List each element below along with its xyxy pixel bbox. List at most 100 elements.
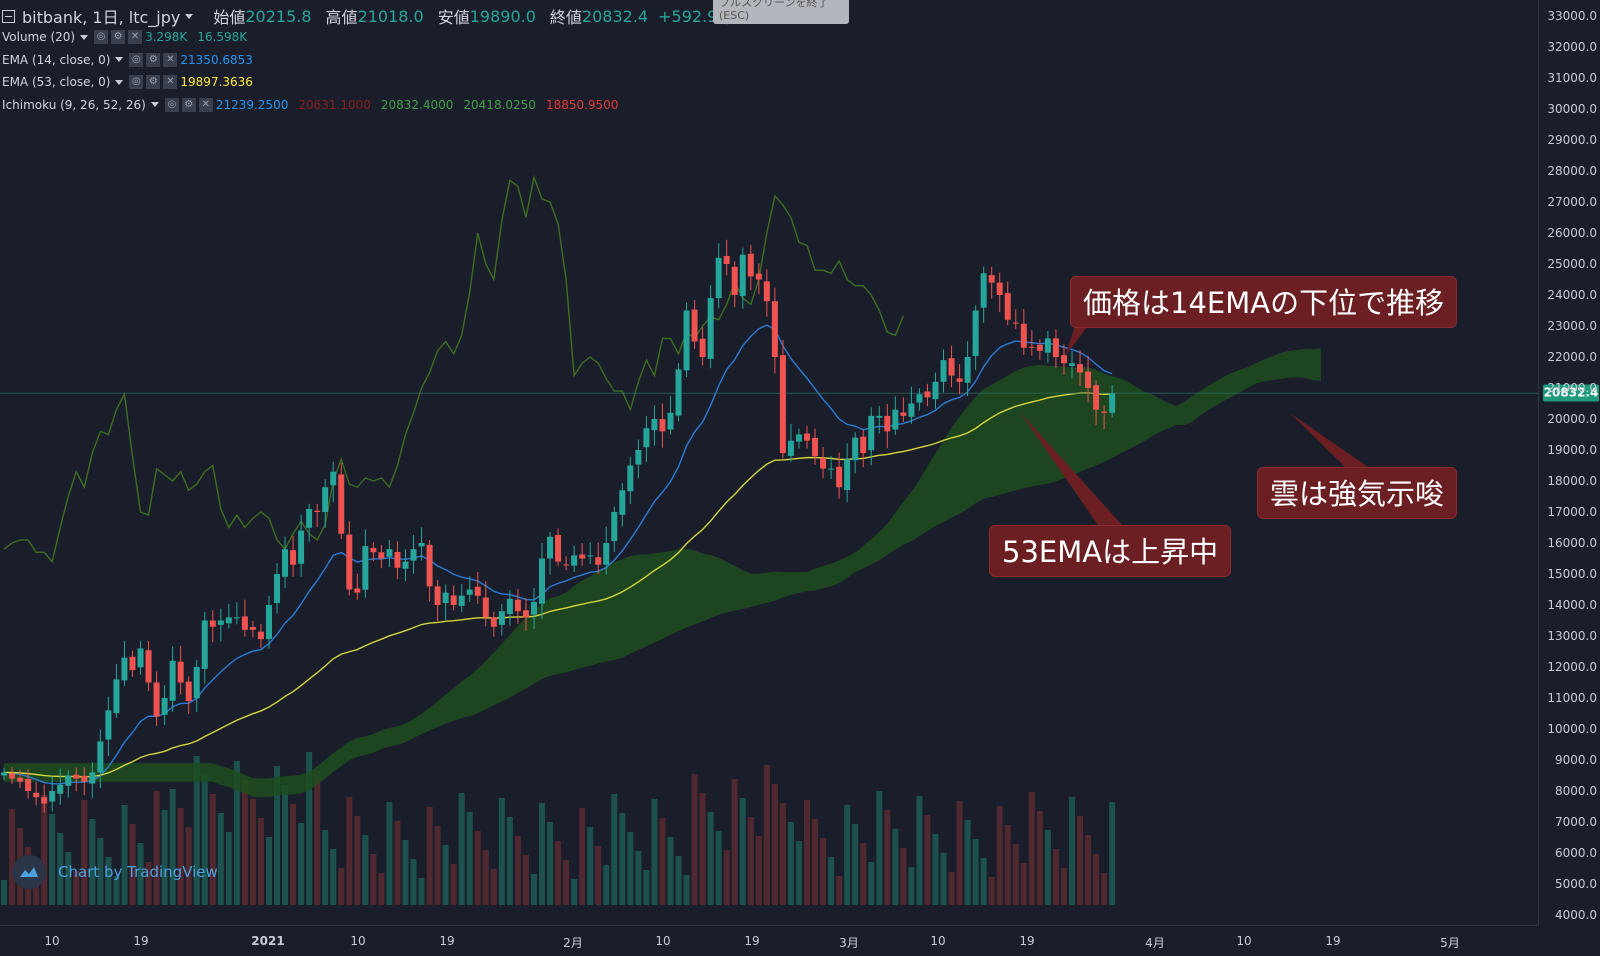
volume-bar (1036, 811, 1043, 905)
gear-icon[interactable]: ⚙ (111, 30, 126, 44)
candle-body (571, 555, 578, 566)
volume-bar (530, 874, 537, 905)
price-axis[interactable]: 20832.4 33000.0 32000.0 31000.0 30000.0 2900… (1538, 0, 1600, 925)
ema14-callout[interactable]: 価格は14EMAの下位で推移 (1070, 276, 1458, 328)
price-tick: 13000.0 (1547, 629, 1597, 643)
indicator-name[interactable]: Ichimoku (9, 26, 52, 26) (2, 97, 146, 112)
candle-body (988, 275, 995, 283)
price-tick: 14000.0 (1547, 598, 1597, 612)
close-icon[interactable]: ✕ (128, 30, 143, 44)
time-tick: 10 (655, 934, 671, 948)
volume-bar (860, 843, 867, 905)
indicator-name[interactable]: Volume (20) (2, 30, 76, 44)
indicator-value: 18850.9500 (545, 97, 619, 112)
volume-bar (185, 827, 192, 905)
indicator-name[interactable]: EMA (14, close, 0) (2, 52, 111, 67)
price-chart[interactable] (0, 0, 1538, 925)
volume-bar (739, 798, 746, 905)
chevron-down-icon[interactable] (80, 34, 89, 40)
candle-body (643, 428, 650, 448)
volume-bar (771, 784, 778, 905)
candle-body (956, 378, 963, 382)
gear-icon[interactable]: ⚙ (146, 52, 161, 67)
price-tick: 17000.0 (1547, 505, 1597, 519)
candle-body (354, 588, 361, 593)
volume-bar (1101, 873, 1108, 905)
indicator-value: 20418.0250 (463, 97, 536, 112)
eye-icon[interactable]: ◎ (129, 52, 144, 67)
eye-icon[interactable]: ◎ (94, 30, 109, 44)
eye-icon[interactable]: ◎ (129, 75, 144, 89)
close-icon[interactable]: ✕ (198, 97, 213, 112)
volume-bar (378, 873, 385, 905)
candle-body (723, 255, 730, 264)
volume-bar (282, 785, 289, 905)
candle-body (514, 599, 521, 612)
candle-body (675, 369, 682, 416)
volume-bar (514, 836, 521, 905)
volume-bar (306, 752, 313, 905)
volume-bar (763, 765, 770, 905)
volume-bar (370, 854, 377, 905)
indicator-row[interactable]: EMA (14, close, 0) ◎ ⚙ ✕ 21350.6853 (2, 52, 263, 67)
candle-body (49, 791, 56, 802)
volume-bar (563, 860, 570, 905)
candle-body (153, 682, 160, 717)
candle-body (619, 490, 626, 515)
indicator-name[interactable]: EMA (53, close, 0) (2, 75, 111, 89)
symbol-title[interactable]: bitbank, 1日, ltc_jpy (22, 8, 181, 27)
price-tick: 10000.0 (1547, 722, 1597, 736)
candle-body (193, 667, 200, 699)
candle-body (1101, 411, 1108, 413)
candle-body (386, 549, 393, 557)
volume-bar (627, 832, 634, 905)
volume-bar (956, 801, 963, 905)
volume-bar (490, 869, 497, 905)
collapse-legend-icon[interactable] (2, 9, 15, 23)
price-tick: 26000.0 (1547, 226, 1597, 240)
volume-bar (539, 803, 546, 905)
volume-bar (346, 797, 353, 905)
indicator-row[interactable]: Volume (20) ◎ ⚙ ✕ 3.298K 16.598K (2, 30, 257, 44)
indicator-value: 20832.4000 (380, 97, 454, 112)
candle-body (362, 546, 369, 590)
candle-body (1028, 346, 1035, 348)
eye-icon[interactable]: ◎ (164, 97, 179, 112)
ema53-callout[interactable]: 53EMAは上昇中 (989, 525, 1232, 577)
tradingview-badge[interactable]: Chart by TradingView (12, 855, 218, 889)
volume-bar (1085, 835, 1092, 905)
candle-body (1020, 323, 1027, 348)
volume-bar (884, 810, 891, 905)
chevron-down-icon[interactable] (185, 13, 194, 19)
chevron-down-icon[interactable] (115, 79, 124, 85)
chevron-down-icon[interactable] (150, 102, 159, 107)
candle-body (627, 465, 634, 492)
candle-body (900, 412, 907, 416)
candle-body (691, 309, 698, 342)
volume-bar (603, 865, 610, 905)
gear-icon[interactable]: ⚙ (181, 97, 196, 112)
close-icon[interactable]: ✕ (163, 52, 178, 67)
volume-bar (65, 852, 72, 905)
chevron-down-icon[interactable] (115, 57, 124, 62)
volume-bar (932, 834, 939, 905)
indicator-value: 21239.2500 (215, 97, 289, 112)
volume-bar (643, 870, 650, 905)
indicator-row[interactable]: EMA (53, close, 0) ◎ ⚙ ✕ 19897.3636 (2, 75, 263, 89)
candle-body (426, 544, 433, 587)
tradingview-credit[interactable]: Chart by TradingView (58, 863, 218, 881)
indicator-row[interactable]: Ichimoku (9, 26, 52, 26) ◎ ⚙ ✕ 21239.2500 206… (2, 97, 628, 112)
close-icon[interactable]: ✕ (163, 75, 178, 89)
price-tick: 18000.0 (1547, 474, 1597, 488)
candle-body (314, 510, 321, 512)
volume-bar (1060, 868, 1067, 905)
candle-body (747, 253, 754, 277)
cloud-callout[interactable]: 雲は強気示唆 (1257, 467, 1458, 519)
volume-bar (876, 791, 883, 905)
volume-bar (402, 840, 409, 905)
volume-bar (972, 839, 979, 905)
candle-body (257, 631, 264, 640)
time-axis[interactable]: 10 19 2021 10 19 2月 10 19 3月 10 19 4月 10 19 5月 (0, 925, 1538, 956)
gear-icon[interactable]: ⚙ (146, 75, 161, 89)
candle-body (121, 657, 128, 681)
